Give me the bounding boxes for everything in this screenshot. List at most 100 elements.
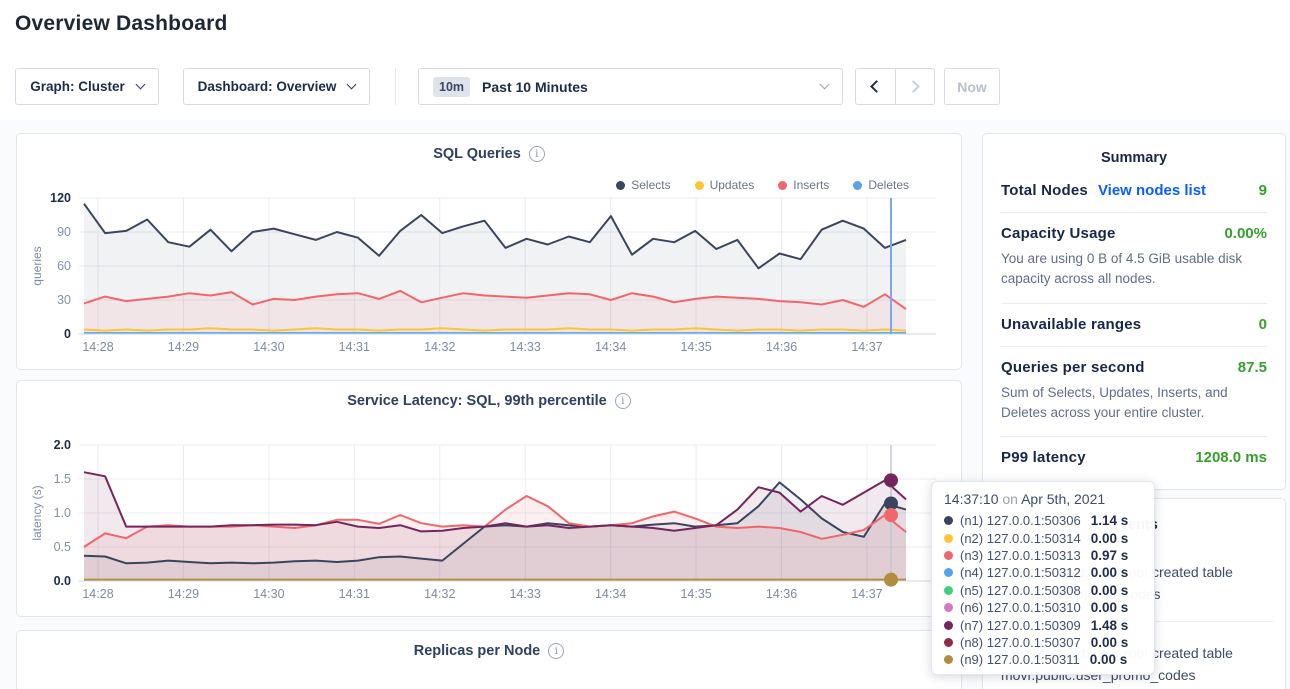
hover-dot-n9 — [884, 573, 898, 587]
summary-row-label: P99 latency — [1001, 449, 1086, 466]
tooltip-node-value: 1.48 s — [1091, 618, 1129, 633]
node-color-dot — [944, 638, 953, 647]
step-forward-button[interactable] — [895, 69, 935, 104]
sql-queries-card: SQL Queries i SelectsUpdatesInsertsDelet… — [16, 133, 962, 370]
time-range-picker[interactable]: 10m Past 10 Minutes — [418, 68, 843, 105]
tooltip-row: (n4) 127.0.0.1:503120.00 s — [944, 564, 1142, 581]
controls-divider — [395, 68, 396, 105]
summary-row-value: 0.00% — [1224, 225, 1267, 242]
view-nodes-list-link[interactable]: View nodes list — [1098, 182, 1206, 199]
tooltip-node-value: 0.00 s — [1091, 635, 1129, 650]
tooltip-node-label: (n3) 127.0.0.1:50313 — [960, 548, 1081, 563]
replicas-per-node-title: Replicas per Node — [414, 643, 541, 659]
chart-hover-tooltip: 14:37:10 on Apr 5th, 2021 (n1) 127.0.0.1… — [931, 481, 1155, 675]
tooltip-node-value: 0.00 s — [1091, 531, 1129, 546]
y-axis-tick: 2.0 — [54, 438, 71, 452]
summary-row: Queries per second 87.5 Sum of Selects, Up… — [1001, 347, 1267, 438]
graph-scope-dropdown-label: Graph: Cluster — [30, 79, 125, 94]
summary-row-desc: You are using 0 B of 4.5 GiB usable disk… — [1001, 249, 1267, 290]
tooltip-node-label: (n2) 127.0.0.1:50314 — [960, 531, 1081, 546]
summary-row: Total NodesView nodes list9 — [1001, 170, 1267, 213]
info-icon[interactable]: i — [548, 643, 564, 659]
summary-row-label: Queries per second — [1001, 359, 1145, 376]
tooltip-node-value: 0.00 s — [1090, 652, 1128, 667]
chevron-left-icon — [870, 80, 883, 93]
chevron-down-icon — [347, 80, 357, 90]
y-axis-tick: 90 — [57, 225, 71, 239]
tooltip-node-label: (n9) 127.0.0.1:50311 — [960, 652, 1080, 667]
summary-row-value: 1208.0 ms — [1195, 449, 1267, 466]
x-axis-tick: 14:30 — [253, 587, 284, 601]
x-axis-tick: 14:30 — [253, 340, 284, 354]
x-axis-tick: 14:37 — [851, 587, 882, 601]
y-axis-tick: 0 — [64, 327, 71, 341]
dashboard-dropdown[interactable]: Dashboard: Overview — [183, 68, 370, 105]
tooltip-node-label: (n5) 127.0.0.1:50308 — [960, 583, 1081, 598]
x-axis-tick: 14:34 — [595, 340, 626, 354]
step-back-button[interactable] — [856, 69, 895, 104]
tooltip-row: (n8) 127.0.0.1:50307 0.00 s — [944, 634, 1142, 651]
summary-row-value: 0 — [1259, 316, 1267, 333]
node-color-dot — [944, 551, 953, 560]
x-axis-tick: 14:28 — [82, 340, 113, 354]
node-color-dot — [944, 655, 953, 664]
x-axis-tick: 14:32 — [424, 340, 455, 354]
service-latency-card: Service Latency: SQL, 99th percentile i … — [16, 380, 962, 617]
tooltip-time: 14:37:10 — [944, 491, 999, 507]
tooltip-node-value: 1.14 s — [1091, 513, 1129, 528]
node-color-dot — [944, 586, 953, 595]
x-axis-tick: 14:34 — [595, 587, 626, 601]
x-axis-tick: 14:28 — [82, 587, 113, 601]
page-title: Overview Dashboard — [15, 12, 228, 36]
x-axis-tick: 14:29 — [168, 587, 199, 601]
chevron-down-icon — [820, 80, 830, 90]
tooltip-node-value: 0.00 s — [1091, 600, 1129, 615]
tooltip-node-label: (n8) 127.0.0.1:50307 — [960, 635, 1081, 650]
tooltip-node-label: (n7) 127.0.0.1:50309 — [960, 618, 1081, 633]
summary-panel: Summary Total NodesView nodes list9Capac… — [982, 133, 1286, 490]
graph-scope-dropdown[interactable]: Graph: Cluster — [15, 68, 159, 105]
sql-queries-chart[interactable]: 030609012014:2814:2914:3014:3114:3214:33… — [17, 134, 961, 369]
node-color-dot — [944, 568, 953, 577]
overview-dashboard-page: Overview Dashboard Graph: Cluster Dashbo… — [0, 0, 1290, 689]
y-axis-tick: 0.0 — [54, 574, 71, 588]
tooltip-date: Apr 5th, 2021 — [1021, 491, 1105, 507]
time-range-label: Past 10 Minutes — [482, 79, 588, 95]
tooltip-row: (n6) 127.0.0.1:50310 0.00 s — [944, 599, 1142, 616]
tooltip-node-value: 0.97 s — [1091, 548, 1129, 563]
x-axis-tick: 14:37 — [851, 340, 882, 354]
now-button[interactable]: Now — [944, 68, 1000, 105]
tooltip-node-label: (n4) 127.0.0.1:50312 — [960, 565, 1081, 580]
tooltip-node-label: (n6) 127.0.0.1:50310 — [960, 600, 1081, 615]
tooltip-row: (n3) 127.0.0.1:50313 0.97 s — [944, 547, 1142, 564]
summary-row-label: Capacity Usage — [1001, 225, 1116, 242]
y-axis-title: latency (s) — [30, 485, 44, 540]
summary-row: Unavailable ranges0 — [1001, 304, 1267, 347]
summary-row-value: 87.5 — [1238, 359, 1267, 376]
node-color-dot — [944, 534, 953, 543]
y-axis-tick: 30 — [57, 293, 71, 307]
x-axis-tick: 14:33 — [510, 587, 541, 601]
x-axis-tick: 14:32 — [424, 587, 455, 601]
tooltip-row: (n2) 127.0.0.1:50314 0.00 s — [944, 529, 1142, 546]
dashboard-dropdown-label: Dashboard: Overview — [198, 79, 337, 94]
chevron-right-icon — [907, 80, 920, 93]
service-latency-chart[interactable]: 0.00.51.01.52.014:2814:2914:3014:3114:32… — [17, 381, 961, 616]
tooltip-on: on — [1002, 491, 1018, 507]
x-axis-tick: 14:35 — [680, 340, 711, 354]
summary-row: Capacity Usage 0.00% You are using 0 B of … — [1001, 213, 1267, 304]
summary-panel-title: Summary — [1001, 150, 1267, 166]
y-axis-tick: 1.5 — [54, 472, 71, 486]
y-axis-tick: 1.0 — [54, 506, 71, 520]
x-axis-tick: 14:36 — [766, 340, 797, 354]
summary-row: P99 latency 1208.0 ms — [1001, 437, 1267, 479]
tooltip-timestamp: 14:37:10 on Apr 5th, 2021 — [944, 491, 1142, 507]
x-axis-tick: 14:31 — [339, 340, 370, 354]
y-axis-tick: 60 — [57, 259, 71, 273]
summary-row-desc: Sum of Selects, Updates, Inserts, and De… — [1001, 383, 1267, 424]
x-axis-tick: 14:29 — [168, 340, 199, 354]
chevron-down-icon — [135, 80, 145, 90]
x-axis-tick: 14:36 — [766, 587, 797, 601]
x-axis-tick: 14:35 — [680, 587, 711, 601]
summary-body: Total NodesView nodes list9Capacity Usag… — [1001, 170, 1267, 479]
